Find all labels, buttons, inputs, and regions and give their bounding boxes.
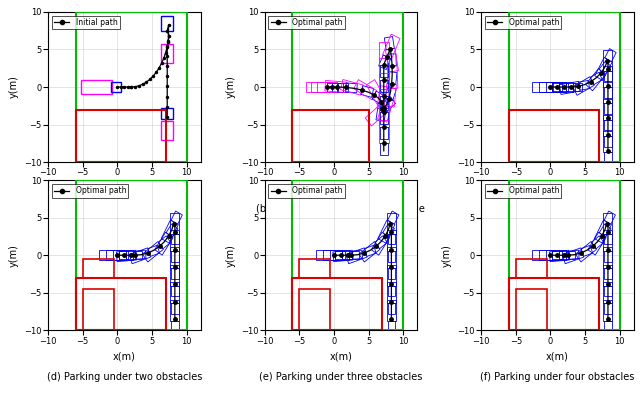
Y-axis label: y(m): y(m) (9, 76, 19, 98)
Y-axis label: y(m): y(m) (225, 76, 236, 98)
Text: (d) Parking under two obstacles: (d) Parking under two obstacles (47, 373, 202, 382)
Bar (292, 109, 369, 162)
X-axis label: x(m): x(m) (330, 351, 352, 361)
Bar (76, 180, 187, 330)
Bar (292, 278, 382, 330)
Y-axis label: y(m): y(m) (225, 244, 236, 267)
Text: (c) Parking under one obstacle: (c) Parking under one obstacle (483, 204, 632, 214)
Y-axis label: y(m): y(m) (9, 244, 19, 267)
Bar (76, 278, 166, 330)
Bar (76, 12, 187, 162)
Text: (f) Parking under four obstacles: (f) Parking under four obstacles (480, 373, 634, 382)
Legend: Optimal path: Optimal path (485, 184, 561, 197)
Legend: Optimal path: Optimal path (268, 184, 345, 197)
Y-axis label: y(m): y(m) (442, 244, 452, 267)
Legend: Optimal path: Optimal path (52, 184, 128, 197)
Bar (292, 12, 403, 162)
X-axis label: x(m): x(m) (330, 183, 352, 193)
Bar (516, 289, 547, 330)
Bar (300, 259, 330, 278)
Bar (509, 278, 599, 330)
Text: (b) Parking a tractor-trailer vehicle: (b) Parking a tractor-trailer vehicle (257, 204, 425, 214)
Bar (292, 180, 403, 330)
Y-axis label: y(m): y(m) (442, 76, 452, 98)
Bar (509, 109, 599, 162)
Legend: Optimal path: Optimal path (268, 16, 345, 29)
Bar (300, 289, 330, 330)
Bar (509, 180, 620, 330)
X-axis label: x(m): x(m) (113, 183, 136, 193)
X-axis label: x(m): x(m) (546, 183, 569, 193)
Bar (83, 259, 114, 278)
Bar (76, 109, 166, 162)
Text: (a) Initial path: (a) Initial path (90, 204, 159, 214)
Legend: Optimal path: Optimal path (485, 16, 561, 29)
Text: (e) Parking under three obstacles: (e) Parking under three obstacles (259, 373, 422, 382)
Bar (516, 259, 547, 278)
Bar (509, 12, 620, 162)
X-axis label: x(m): x(m) (113, 351, 136, 361)
Bar (83, 289, 114, 330)
X-axis label: x(m): x(m) (546, 351, 569, 361)
Legend: Initial path: Initial path (52, 16, 120, 29)
